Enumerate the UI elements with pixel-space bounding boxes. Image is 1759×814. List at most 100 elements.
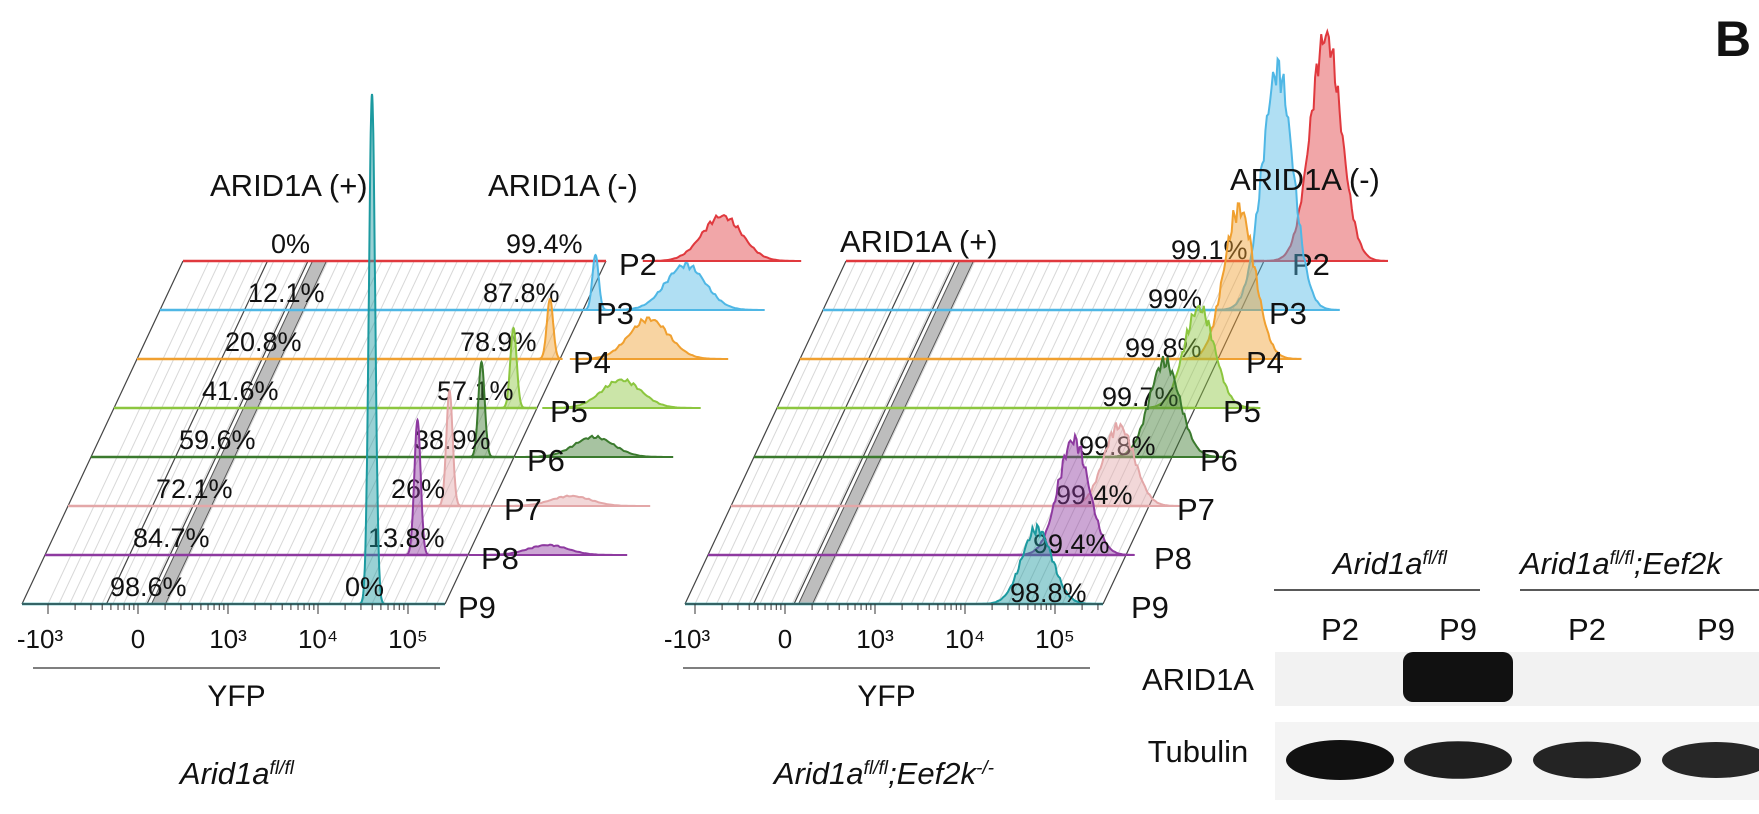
- pct-arid1a-pos: 98.6%: [110, 572, 187, 602]
- blot-band-tubulin: [1662, 742, 1759, 778]
- series-label: P9: [458, 590, 496, 625]
- pct-arid1a-neg: 98.8%: [1010, 578, 1087, 608]
- grid-line: [425, 260, 588, 605]
- grid-line: [436, 260, 599, 605]
- western-blot: Arid1afl/fl Arid1afl/fl;Eef2k P2 P9 P2 P9 ARID…: [1142, 546, 1759, 800]
- grid-border-line: [793, 260, 956, 605]
- grid-border-line: [444, 260, 607, 605]
- grid-border-line: [105, 260, 269, 605]
- grid-line: [263, 260, 426, 605]
- grid-line: [360, 260, 523, 605]
- series-label: P3: [596, 296, 634, 331]
- grid-line: [349, 260, 512, 605]
- blot-lane-label: P2: [1568, 612, 1606, 647]
- pct-arid1a-pos: 41.6%: [202, 376, 279, 406]
- blot-band-tubulin: [1533, 741, 1641, 779]
- grid-line: [393, 260, 556, 605]
- grid-line: [187, 260, 350, 605]
- grid-line: [716, 260, 879, 605]
- series-label: P7: [1177, 492, 1215, 527]
- x-tick-label: -10³: [17, 624, 64, 654]
- series-label: P4: [573, 345, 611, 380]
- grid-line: [996, 260, 1159, 605]
- series-p6: P6 99.8%: [754, 355, 1238, 478]
- arid1a-neg-peak: [491, 494, 651, 507]
- blot-protein-label: ARID1A: [1142, 662, 1254, 697]
- pct-arid1a-neg: 99.8%: [1079, 431, 1156, 461]
- x-tick-label: 10³: [856, 624, 894, 654]
- grid-line: [867, 260, 1030, 605]
- series-p5: P5 99.7%: [777, 304, 1261, 429]
- grid-line: [220, 260, 383, 605]
- grid-line: [69, 260, 232, 605]
- arid1a-pos-peak: [500, 326, 527, 409]
- grid-line: [694, 260, 857, 605]
- grid-line: [899, 260, 1062, 605]
- gate-label-positive: ARID1A (+): [210, 168, 368, 203]
- grid-line: [328, 260, 491, 605]
- grid-line: [274, 260, 437, 605]
- grid-line: [964, 260, 1127, 605]
- gate-label-negative: ARID1A (-): [488, 168, 638, 203]
- grid-line: [198, 260, 361, 605]
- x-tick-label: 10⁴: [298, 624, 338, 654]
- grid-line: [1018, 260, 1181, 605]
- grid-line: [921, 260, 1084, 605]
- blot-group-label: Arid1afl/fl;Eef2k: [1518, 546, 1723, 581]
- blot-group-label: Arid1afl/fl: [1331, 546, 1448, 581]
- arid1a-neg-peak: [1215, 56, 1340, 311]
- x-tick-label: 10⁴: [945, 624, 985, 654]
- grid-line: [1061, 260, 1224, 605]
- arid1a-neg-peak: [606, 261, 765, 311]
- grid-line: [1007, 260, 1170, 605]
- blot-lane-label: P2: [1321, 612, 1359, 647]
- arid1a-neg-peak: [975, 521, 1099, 605]
- grid-line: [317, 260, 480, 605]
- grid-line: [737, 260, 900, 605]
- arid1a-neg-peak: [1057, 422, 1181, 507]
- series-label: P7: [504, 492, 542, 527]
- gate-label-negative: ARID1A (-): [1230, 162, 1380, 197]
- series-p2: P2 0% 99.4%: [183, 213, 802, 282]
- grid-line: [403, 260, 566, 605]
- grid-line: [79, 260, 242, 605]
- grid-line: [1083, 260, 1246, 605]
- series-p9: P9 98.6% 0%: [22, 93, 496, 625]
- grid-line: [90, 260, 253, 605]
- pct-arid1a-pos: 20.8%: [225, 327, 302, 357]
- arid1a-neg-peak: [1178, 202, 1302, 360]
- series-label: P2: [1292, 247, 1330, 282]
- grid-line: [953, 260, 1116, 605]
- x-tick-label: 10³: [209, 624, 247, 654]
- grid-line: [285, 260, 448, 605]
- grid-line: [252, 260, 415, 605]
- blot-band-arid1a: [1403, 652, 1513, 702]
- arid1a-neg-peak: [642, 213, 802, 262]
- series-label: P9: [1131, 590, 1169, 625]
- arid1a-neg-peak: [569, 316, 729, 360]
- grid-line: [856, 260, 1019, 605]
- series-p8: P8 84.7% 13.8%: [45, 417, 628, 576]
- grid-line: [209, 260, 372, 605]
- grid-border-line: [752, 260, 916, 605]
- gate-label-positive: ARID1A (+): [840, 224, 998, 259]
- pct-arid1a-neg: 99.1%: [1171, 235, 1248, 265]
- grid-line: [759, 260, 922, 605]
- grid-line: [1050, 260, 1213, 605]
- pct-arid1a-neg: 13.8%: [368, 523, 445, 553]
- grid-line: [112, 260, 275, 605]
- genotype-label: Arid1afl/fl: [178, 756, 295, 791]
- grid-line: [791, 260, 954, 605]
- pct-arid1a-pos: 0%: [271, 229, 310, 259]
- grid-line: [878, 260, 1041, 605]
- grid-line: [845, 260, 1008, 605]
- series-label: P5: [1223, 394, 1261, 429]
- grid-line: [986, 260, 1149, 605]
- arid1a-neg-peak: [1012, 431, 1135, 556]
- pct-arid1a-neg: 99%: [1148, 284, 1202, 314]
- series-label: P6: [1200, 443, 1238, 478]
